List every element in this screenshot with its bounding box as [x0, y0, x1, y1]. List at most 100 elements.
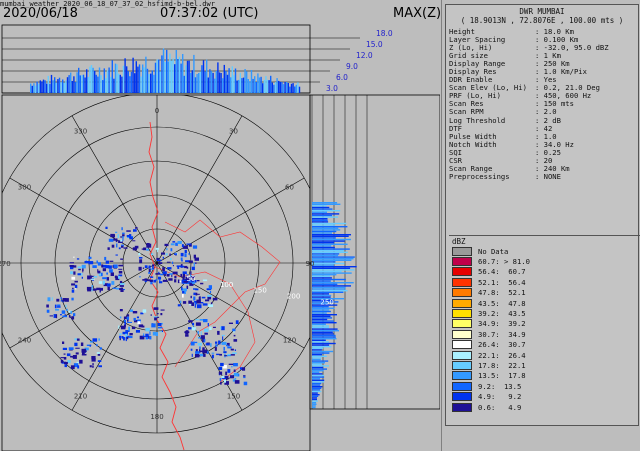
legend-range: 17.8: 22.1: [478, 360, 526, 370]
param-key: Preprocessings: [449, 172, 510, 181]
legend-range: No Data: [478, 246, 509, 256]
param-value: : 2.0: [535, 108, 557, 117]
legend-range: 43.5: 47.8: [478, 298, 526, 308]
legend-swatch: [452, 267, 472, 277]
param-row: CSR: 20: [446, 157, 638, 165]
district-boundary: [164, 219, 281, 368]
param-row: SQI: 0.25: [446, 149, 638, 157]
legend-swatch: [452, 288, 472, 298]
legend-row: 30.7: 34.9: [452, 329, 640, 339]
param-row: Scan Range: 240 Km: [446, 165, 638, 173]
scan-date: 2020/06/18: [3, 6, 78, 21]
param-value: : 1 Km: [535, 52, 561, 61]
param-row: Display Range : 250 Km: [446, 60, 638, 68]
legend-range: 39.2: 43.5: [478, 309, 526, 319]
azimuth-label: 0: [155, 107, 159, 115]
azimuth-label: 180: [150, 413, 163, 421]
scan-parameters: Height: 18.0 Km Layer Spacing: 0.100 Km Z …: [446, 28, 638, 181]
param-row: DTF: 42: [446, 125, 638, 133]
param-key: Layer Spacing: [449, 36, 506, 45]
azimuth-spoke: [71, 262, 158, 411]
param-value: : 240 Km: [535, 164, 570, 173]
legend-row: 47.8: 52.1: [452, 288, 640, 298]
legend-row: 0.6: 4.9: [452, 402, 640, 412]
param-key: SQI: [449, 148, 462, 157]
height-scale-label: 9.0: [346, 62, 358, 71]
azimuth-spoke: [71, 115, 158, 264]
legend-swatch: [452, 329, 472, 339]
scan-time: 07:37:02 (UTC): [160, 6, 259, 21]
legend-row: No Data: [452, 246, 640, 256]
parameters-box: DWR MUMBAI ( 18.9013N , 72.8076E , 100.0…: [445, 4, 640, 426]
param-key: PRF (Lo, Hi): [449, 92, 501, 101]
azimuth-spoke: [9, 262, 158, 349]
param-value: : 150 mts: [535, 100, 574, 109]
legend-swatch: [452, 246, 472, 256]
legend-swatch: [452, 392, 472, 402]
param-row: Pulse Width: 1.0: [446, 133, 638, 141]
legend-swatch: [452, 319, 472, 329]
file-title: mumbai_weather_2020_06_18_07_37_02_hsfim…: [0, 0, 215, 8]
legend-swatch: [452, 350, 472, 360]
param-value: : 34.0 Hz: [535, 140, 574, 149]
legend-range: 22.1: 26.4: [478, 350, 526, 360]
height-scale-label: 3.0: [326, 84, 338, 93]
height-scale-label: 15.0: [366, 40, 383, 49]
range-label: 250: [320, 299, 333, 307]
param-key: Scan Elev (Lo, Hi): [449, 84, 527, 93]
azimuth-spoke: [9, 177, 158, 264]
param-key: Height: [449, 28, 475, 36]
height-scale-label: 6.0: [336, 73, 348, 82]
station-coords: ( 18.9013N , 72.8076E , 100.00 mts ): [460, 16, 624, 25]
legend-row: 22.1: 26.4: [452, 350, 640, 360]
legend-range: 52.1: 56.4: [478, 277, 526, 287]
legend-range: 56.4: 60.7: [478, 267, 526, 277]
legend-range: 34.9: 39.2: [478, 319, 526, 329]
ppi-area: 0 30 60 90 120 150 180 210 240 270 300 330 50 100 150…: [0, 94, 334, 451]
param-value: : 42: [535, 124, 553, 133]
coastline: [148, 121, 185, 451]
param-key: Grid size: [449, 52, 488, 61]
param-key: Pulse Width: [449, 132, 497, 141]
param-key: DDR Enable: [449, 76, 493, 85]
param-row: Z (Lo, Hi): -32.0, 95.0 dBZ: [446, 44, 638, 52]
legend-row: 4.9: 9.2: [452, 391, 640, 402]
legend-swatch: [452, 277, 472, 287]
range-label: 100: [220, 281, 233, 289]
legend-title: dBZ: [452, 237, 466, 246]
param-row: DDR Enable : Yes: [446, 76, 638, 84]
legend-range: 9.2: 13.5: [478, 381, 522, 391]
azimuth-label: 90: [306, 260, 315, 268]
legend-row: 9.2: 13.5: [452, 381, 640, 391]
param-row: Notch Width: 34.0 Hz: [446, 141, 638, 149]
range-label: 200: [287, 293, 300, 301]
param-value: : 250 Km: [535, 60, 570, 69]
azimuth-label: 240: [18, 337, 31, 345]
azimuth-label: 330: [74, 127, 87, 135]
radar-display: 18.0 15.0 12.0 9.0 6.0 3.0 0 30 60 90 120 150 180 21…: [0, 24, 440, 451]
xz-cross-section: [1, 24, 360, 94]
param-value: : NONE: [535, 172, 561, 181]
param-key: Display Range: [449, 60, 506, 69]
param-value: : 1.0 Km/Pix: [535, 68, 587, 77]
azimuth-spoke: [156, 262, 243, 411]
azimuth-label: 30: [229, 127, 238, 135]
legend-row: 26.4: 30.7: [452, 340, 640, 350]
azimuth-label: 150: [227, 393, 240, 401]
legend-swatch: [452, 360, 472, 370]
district-boundary: [154, 266, 256, 383]
legend-range: 4.9: 9.2: [478, 392, 522, 402]
legend-swatch: [452, 257, 472, 267]
param-value: : Yes: [535, 76, 557, 85]
param-row: Scan Res: 150 mts: [446, 100, 638, 108]
height-scale-label: 18.0: [376, 29, 393, 38]
azimuth-label: 270: [0, 260, 11, 268]
legend-range: 60.7: > 81.0: [478, 257, 530, 267]
azimuth-label: 120: [283, 337, 296, 345]
legend-swatch: [452, 371, 472, 381]
param-key: Z (Lo, Hi): [449, 44, 493, 53]
azimuth-label: 300: [18, 184, 31, 192]
param-row: Scan Elev (Lo, Hi): 0.2, 21.0 Deg: [446, 84, 638, 92]
legend-swatch: [452, 298, 472, 308]
product-name: MAX(Z): [393, 6, 442, 21]
